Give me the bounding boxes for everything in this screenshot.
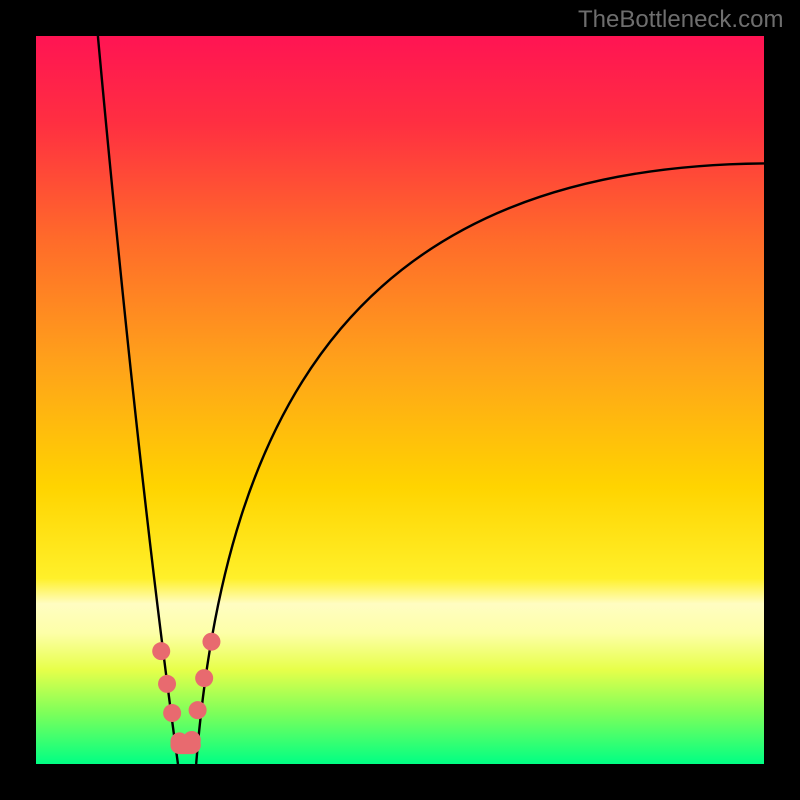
curve-right-branch: [196, 163, 764, 764]
trough-marker-left-2: [163, 704, 181, 722]
trough-marker-left-1: [158, 675, 176, 693]
trough-marker-right-1: [189, 701, 207, 719]
trough-marker-left-0: [152, 642, 170, 660]
trough-marker-right-2: [195, 669, 213, 687]
trough-marker-right-3: [202, 633, 220, 651]
bottleneck-curve: [0, 0, 800, 800]
